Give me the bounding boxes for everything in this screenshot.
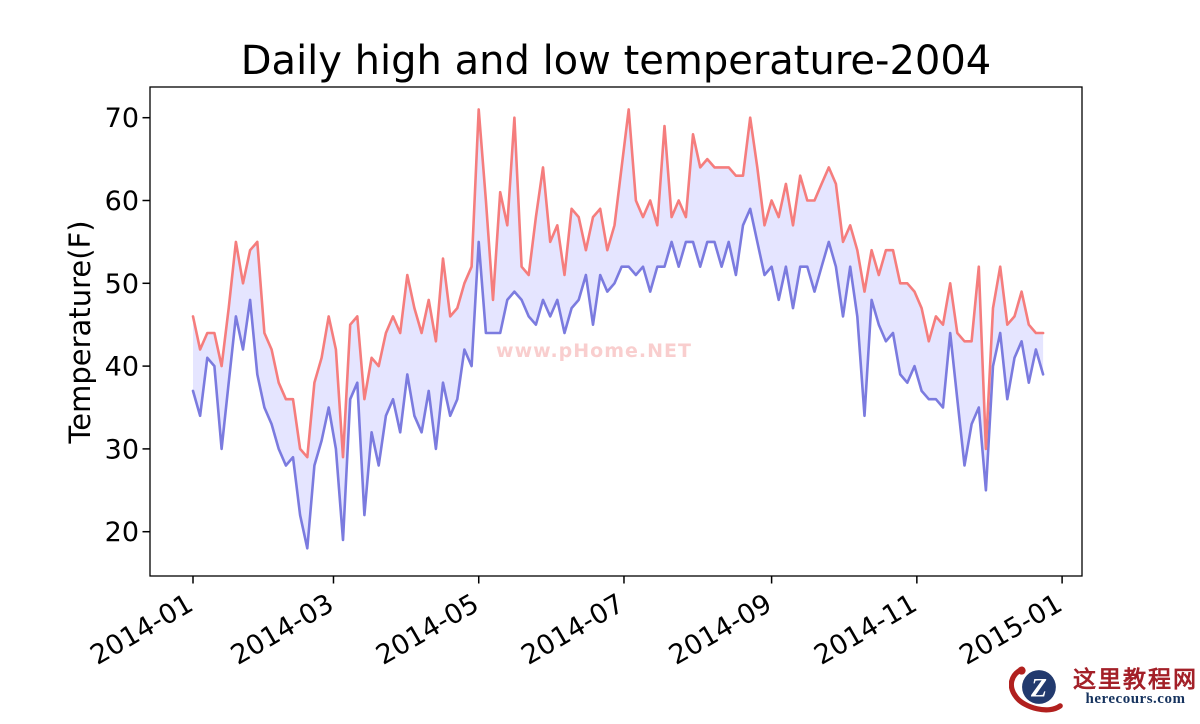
x-tick-label: 2014-03 xyxy=(226,588,339,671)
logo-circle xyxy=(1022,670,1056,704)
y-tick-label: 70 xyxy=(105,103,139,134)
high-low-fill-band xyxy=(193,109,1044,549)
x-tick-label: 2014-09 xyxy=(664,588,777,671)
x-tick-label: 2014-01 xyxy=(85,588,198,671)
x-tick-label: 2014-11 xyxy=(809,588,922,671)
y-tick-label: 30 xyxy=(105,434,139,465)
x-tick-label: 2014-07 xyxy=(516,588,629,671)
logo-z-icon: Z xyxy=(1009,666,1063,713)
logo-site-domain: herecours.com xyxy=(1085,691,1186,708)
logo-swoosh xyxy=(1009,666,1063,713)
x-tick-label: 2015-01 xyxy=(954,588,1067,671)
temperature-lines xyxy=(191,108,1045,550)
high-temperature-line xyxy=(191,108,1045,459)
y-tick-label: 50 xyxy=(105,269,139,300)
axes-frame xyxy=(149,86,1083,577)
low-temperature-line xyxy=(191,207,1045,550)
logo-site-name: 这里教程网 xyxy=(1073,667,1198,693)
x-tick-label: 2014-05 xyxy=(371,588,484,671)
chart-title: Daily high and low temperature-2004 xyxy=(241,38,992,84)
site-logo: Z 这里教程网 herecours.com xyxy=(1009,660,1198,716)
y-tick-label: 20 xyxy=(105,517,139,548)
y-tick-label: 60 xyxy=(105,186,139,217)
y-axis-label: Temperature(F) xyxy=(63,220,97,444)
logo-text-block: 这里教程网 herecours.com xyxy=(1073,667,1198,708)
watermark-text: www.pHome.NET xyxy=(496,340,692,362)
plot-border xyxy=(149,86,1083,577)
temperature-band xyxy=(193,109,1044,549)
y-tick-label: 40 xyxy=(105,352,139,383)
logo-letter: Z xyxy=(1030,674,1047,703)
